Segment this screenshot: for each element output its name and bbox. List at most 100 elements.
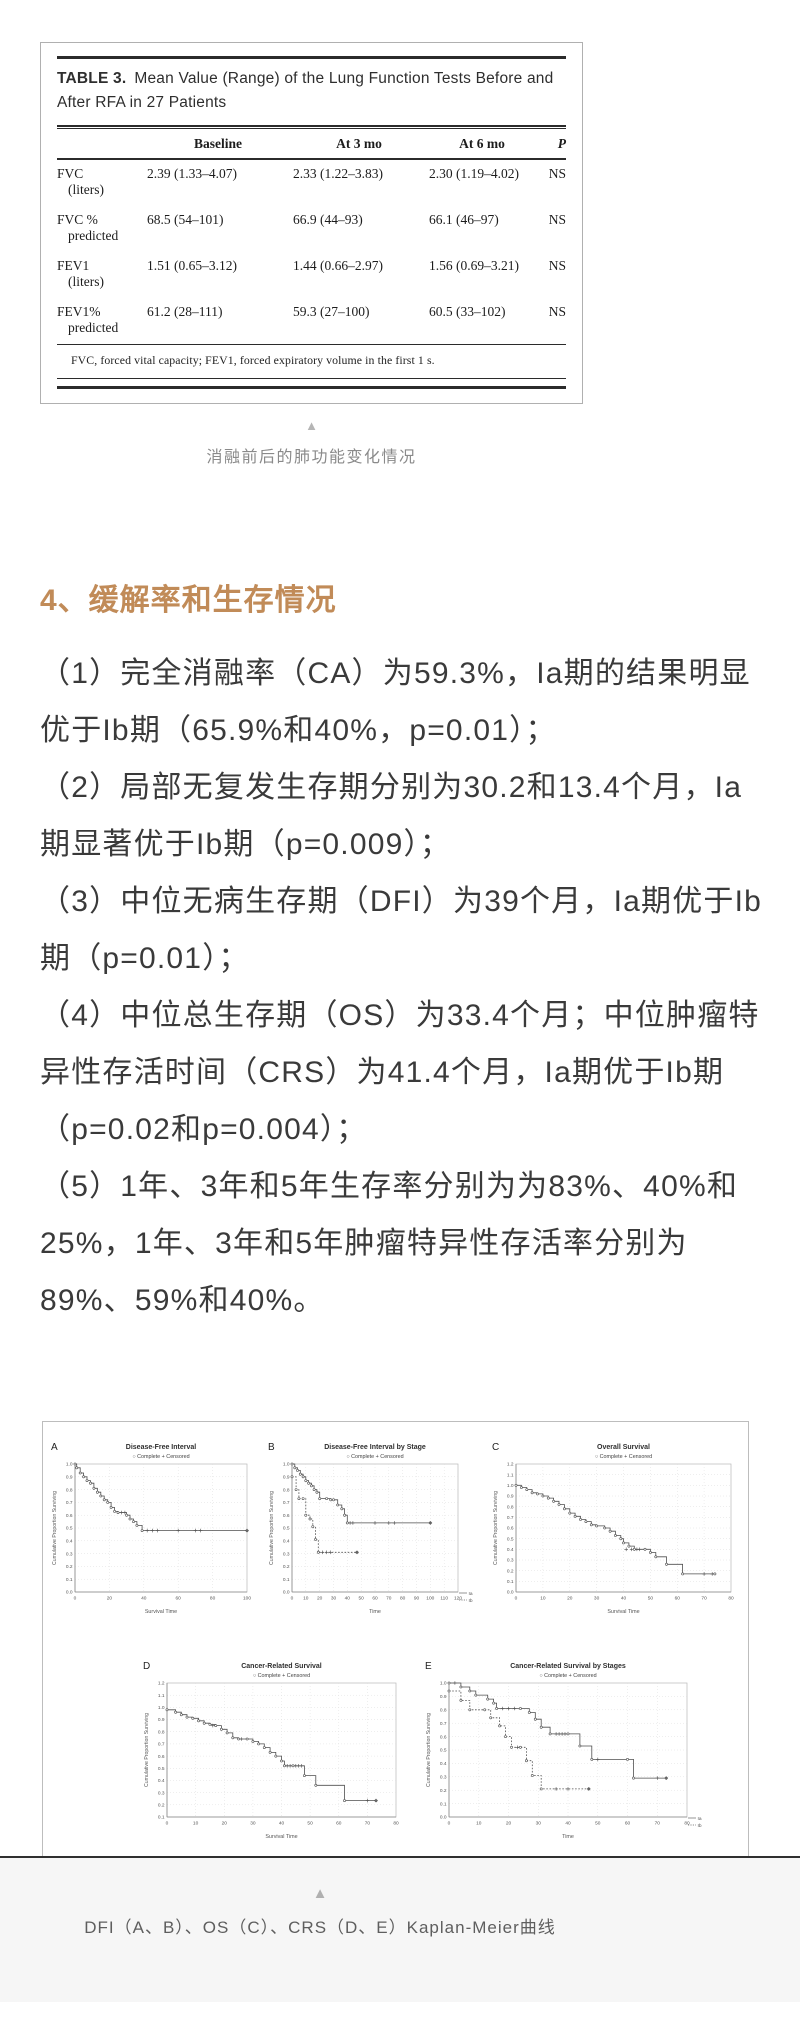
svg-text:0.3: 0.3 <box>66 1551 73 1557</box>
svg-text:0.5: 0.5 <box>158 1766 165 1772</box>
svg-text:Cumulative Proportion Survivin: Cumulative Proportion Surviving <box>493 1491 499 1565</box>
paragraph-1: （1）完全消融率（CA）为59.3%，Ia期的结果明显优于Ib期（65.9%和4… <box>40 657 751 748</box>
svg-text:Ia: Ia <box>469 1591 473 1597</box>
triangle-up-icon: ▲ <box>312 1885 328 1903</box>
svg-text:E: E <box>425 1661 432 1672</box>
svg-text:30: 30 <box>331 1596 337 1602</box>
svg-text:20: 20 <box>107 1596 113 1602</box>
svg-text:0.5: 0.5 <box>507 1536 514 1542</box>
svg-text:40: 40 <box>141 1596 147 1602</box>
svg-text:0.7: 0.7 <box>507 1515 514 1521</box>
svg-text:Ia: Ia <box>698 1816 702 1822</box>
table-row: FEV1% predicted 61.2 (28–111) 59.3 (27–100)… <box>57 304 566 336</box>
table-caption-block: ▲ 消融前后的肺功能变化情况 <box>40 419 583 467</box>
svg-text:50: 50 <box>307 1821 313 1827</box>
svg-text:0.1: 0.1 <box>283 1577 290 1583</box>
svg-text:1.1: 1.1 <box>507 1472 514 1478</box>
svg-text:1.1: 1.1 <box>158 1693 165 1699</box>
svg-text:40: 40 <box>565 1821 571 1827</box>
svg-text:0.3: 0.3 <box>283 1551 290 1557</box>
paragraph-4: （4）中位总生存期（OS）为33.4个月；中位肿瘤特异性存活时间（CRS）为41… <box>40 999 760 1147</box>
table-foot-rule <box>57 344 566 346</box>
svg-text:0.0: 0.0 <box>440 1815 447 1821</box>
svg-text:80: 80 <box>684 1821 690 1827</box>
table-title-rule <box>57 125 566 130</box>
svg-text:0.8: 0.8 <box>283 1487 290 1493</box>
svg-text:0.8: 0.8 <box>507 1504 514 1510</box>
svg-text:Overall Survival: Overall Survival <box>597 1444 650 1451</box>
svg-text:110: 110 <box>440 1596 448 1602</box>
triangle-up-icon: ▲ <box>305 418 318 434</box>
svg-text:60: 60 <box>625 1821 631 1827</box>
table-title: TABLE 3. Mean Value (Range) of the Lung F… <box>57 67 566 115</box>
svg-text:50: 50 <box>648 1596 654 1602</box>
table-col-baseline: Baseline <box>193 136 242 152</box>
svg-text:0.3: 0.3 <box>158 1790 165 1796</box>
table-footnote: FVC, forced vital capacity; FEV1, forced… <box>71 353 435 368</box>
table-row: FEV1 (liters) 1.51 (0.65–3.12) 1.44 (0.66–2… <box>57 258 566 290</box>
svg-text:80: 80 <box>393 1821 399 1827</box>
svg-text:60: 60 <box>372 1596 378 1602</box>
svg-text:0.7: 0.7 <box>440 1721 447 1727</box>
svg-text:0.7: 0.7 <box>66 1500 73 1506</box>
svg-text:Survival Time: Survival Time <box>607 1609 639 1615</box>
table-caption: 消融前后的肺功能变化情况 <box>206 449 417 467</box>
section-remission-survival: 4、缓解率和生存情况 （1）完全消融率（CA）为59.3%，Ia期的结果明显优于… <box>40 575 770 1329</box>
svg-text:1.0: 1.0 <box>283 1462 290 1468</box>
svg-text:0: 0 <box>166 1821 169 1827</box>
table-col-3mo: At 3 mo <box>336 136 382 152</box>
svg-text:0.1: 0.1 <box>440 1801 447 1807</box>
table-bottom-rule-1 <box>57 378 566 380</box>
svg-text:0.9: 0.9 <box>440 1694 447 1700</box>
svg-text:D: D <box>143 1661 150 1672</box>
svg-text:0.2: 0.2 <box>283 1564 290 1570</box>
svg-text:0.6: 0.6 <box>283 1513 290 1519</box>
svg-text:0.2: 0.2 <box>158 1803 165 1809</box>
table-title-label: TABLE 3. <box>57 70 127 87</box>
svg-text:1.0: 1.0 <box>440 1681 447 1687</box>
svg-text:1.2: 1.2 <box>507 1462 514 1468</box>
svg-text:0.0: 0.0 <box>507 1590 514 1596</box>
svg-text:0: 0 <box>448 1821 451 1827</box>
table-col-6mo: At 6 mo <box>459 136 505 152</box>
svg-text:0.1: 0.1 <box>507 1579 514 1585</box>
svg-text:Time: Time <box>369 1609 381 1615</box>
table-top-rule <box>57 56 566 59</box>
svg-text:1.0: 1.0 <box>507 1483 514 1489</box>
km-figure-image: 0 20 40 60 80 100 0.0 0.1 0.2 0.3 0.4 0.5 0.6 0.7 0.8 0… <box>42 1421 749 1857</box>
svg-text:0.4: 0.4 <box>66 1539 73 1545</box>
svg-text:0.8: 0.8 <box>66 1487 73 1493</box>
svg-text:0.9: 0.9 <box>507 1494 514 1500</box>
svg-text:40: 40 <box>345 1596 351 1602</box>
km-plot-e: 0 10 20 30 40 50 60 70 80 0.0 0.1 0.2 0.3 0.4 0.5 0.6 0.… <box>423 1657 707 1846</box>
svg-text:30: 30 <box>536 1821 542 1827</box>
svg-text:0: 0 <box>74 1596 77 1602</box>
table-body: FVC (liters) 2.39 (1.33–4.07) 2.33 (1.22–3.… <box>57 160 566 344</box>
svg-text:Cumulative Proportion Survivin: Cumulative Proportion Surviving <box>144 1713 150 1787</box>
svg-text:0.8: 0.8 <box>158 1729 165 1735</box>
svg-text:30: 30 <box>594 1596 600 1602</box>
svg-text:1.0: 1.0 <box>158 1705 165 1711</box>
km-figure-block: 0 20 40 60 80 100 0.0 0.1 0.2 0.3 0.4 0.5 0.6 0.7 0.8 0… <box>42 1421 749 1857</box>
svg-text:Cumulative Proportion Survivin: Cumulative Proportion Surviving <box>52 1491 58 1565</box>
svg-text:0.2: 0.2 <box>440 1788 447 1794</box>
svg-text:0: 0 <box>291 1596 294 1602</box>
svg-text:Disease-Free Interval by Stage: Disease-Free Interval by Stage <box>324 1444 426 1451</box>
table-row: FVC (liters) 2.39 (1.33–4.07) 2.33 (1.22–3.… <box>57 166 566 198</box>
table3-image: TABLE 3. Mean Value (Range) of the Lung F… <box>40 42 583 405</box>
svg-text:80: 80 <box>728 1596 734 1602</box>
svg-text:0.7: 0.7 <box>158 1742 165 1748</box>
svg-text:1.2: 1.2 <box>158 1681 165 1687</box>
svg-text:40: 40 <box>279 1821 285 1827</box>
svg-text:Cancer-Related Survival by Sta: Cancer-Related Survival by Stages <box>510 1663 626 1670</box>
svg-text:50: 50 <box>359 1596 365 1602</box>
svg-text:○ Complete + Censored: ○ Complete + Censored <box>132 1454 189 1460</box>
figure-caption-strip: ▲ DFI（A、B）、OS（C）、CRS（D、E）Kaplan-Meier曲线 <box>0 1856 800 2003</box>
svg-text:0.1: 0.1 <box>158 1815 165 1821</box>
svg-text:70: 70 <box>655 1821 661 1827</box>
svg-text:Time: Time <box>562 1834 574 1840</box>
svg-text:○ Complete + Censored: ○ Complete + Censored <box>346 1454 403 1460</box>
svg-text:B: B <box>268 1442 275 1453</box>
table-header-rule <box>57 158 566 161</box>
svg-text:80: 80 <box>400 1596 406 1602</box>
